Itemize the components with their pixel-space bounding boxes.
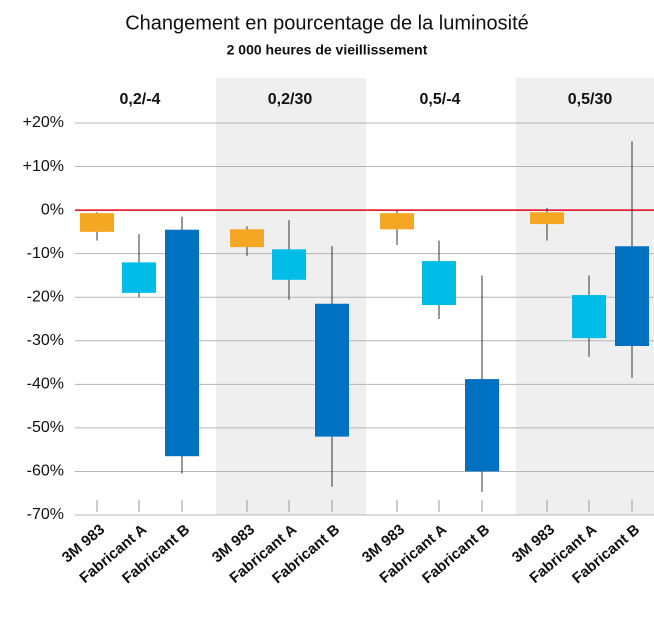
- y-tick-label: -10%: [27, 245, 64, 262]
- box: [422, 261, 456, 306]
- y-tick-label: -30%: [27, 332, 64, 349]
- box: [530, 212, 564, 225]
- box: [80, 213, 114, 232]
- box: [122, 262, 156, 293]
- box: [615, 246, 649, 347]
- y-tick-label: +10%: [23, 158, 64, 175]
- group-label: 0,5/-4: [420, 91, 461, 108]
- box: [272, 249, 306, 280]
- box: [465, 379, 499, 472]
- box: [165, 229, 199, 457]
- y-tick-label: -60%: [27, 463, 64, 480]
- box: [315, 303, 349, 437]
- y-tick-label: -70%: [27, 506, 64, 523]
- group-band: [216, 78, 366, 515]
- chart-title: Changement en pourcentage de la luminosi…: [125, 12, 529, 34]
- y-tick-label: -20%: [27, 288, 64, 305]
- chart-subtitle: 2 000 heures de vieillissement: [227, 42, 428, 58]
- box: [230, 229, 264, 248]
- group-label: 0,5/30: [568, 91, 613, 108]
- box: [380, 213, 414, 230]
- group-label: 0,2/-4: [120, 91, 161, 108]
- y-tick-label: 0%: [41, 201, 64, 218]
- y-tick-label: -40%: [27, 376, 64, 393]
- box: [572, 295, 606, 339]
- y-tick-label: -50%: [27, 419, 64, 436]
- y-tick-label: +20%: [23, 114, 64, 131]
- group-label: 0,2/30: [268, 91, 313, 108]
